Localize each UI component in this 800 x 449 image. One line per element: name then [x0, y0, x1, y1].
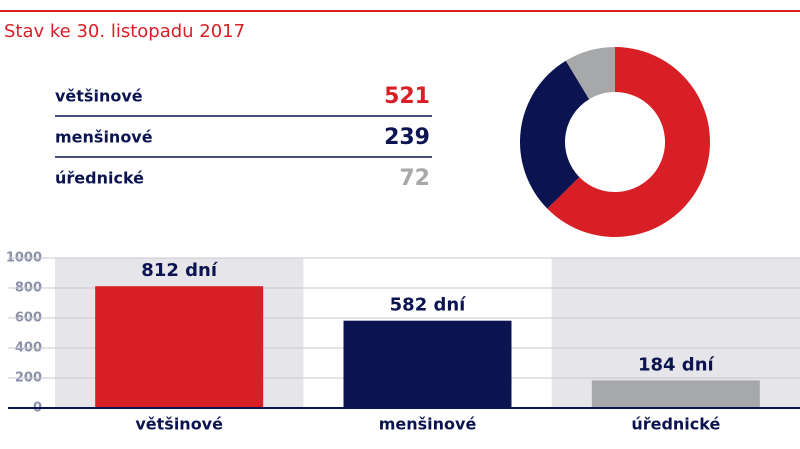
- x-tick-label: většinové: [135, 415, 223, 434]
- value-label: 582 dní: [390, 295, 467, 316]
- list-value: 72: [399, 166, 430, 191]
- x-tick-label: menšinové: [379, 415, 477, 434]
- bar: [591, 380, 760, 408]
- donut-segment: [547, 47, 710, 237]
- donut-segment: [565, 47, 615, 100]
- value-label: 184 dní: [638, 354, 715, 375]
- x-tick-label: úřednické: [631, 415, 720, 434]
- list-label: úřednické: [55, 169, 144, 188]
- list-value: 239: [384, 125, 430, 150]
- list-value: 521: [384, 84, 430, 109]
- list-label: většinové: [55, 87, 143, 106]
- title: Stav ke 30. listopadu 2017: [4, 21, 245, 42]
- donut-segment: [519, 60, 590, 209]
- list-label: menšinové: [55, 128, 153, 147]
- bar: [343, 320, 512, 408]
- value-label: 812 dní: [141, 260, 218, 281]
- bar: [95, 286, 264, 408]
